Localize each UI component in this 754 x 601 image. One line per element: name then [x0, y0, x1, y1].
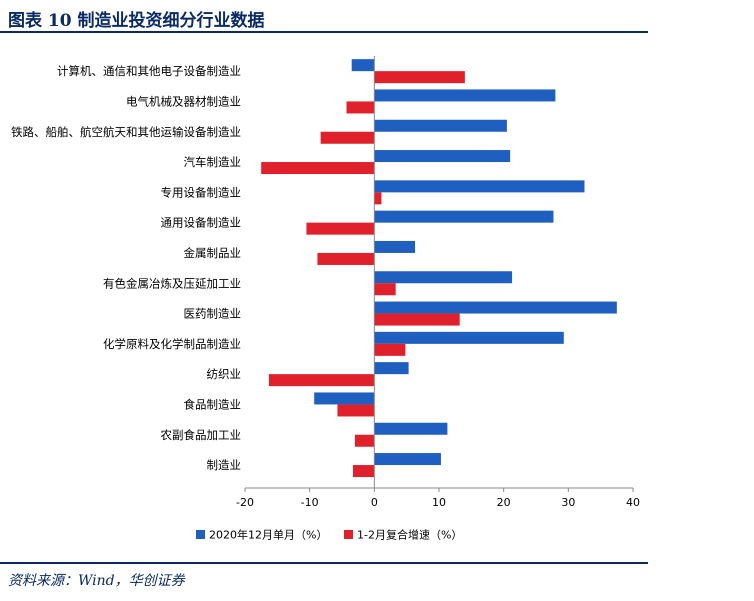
bar-series-1	[314, 392, 375, 405]
source-divider	[0, 562, 648, 564]
bar-series-2	[374, 343, 406, 356]
bar-series-1	[374, 89, 556, 102]
category-label: 食品制造业	[184, 397, 242, 411]
bar-series-1	[374, 453, 441, 466]
x-tick-label: 30	[561, 496, 575, 509]
x-tick-label: 20	[497, 496, 511, 509]
source-note: 资料来源：Wind，华创证券	[8, 573, 185, 589]
bar-series-2	[374, 283, 396, 296]
bar-series-2	[374, 313, 460, 326]
category-label: 纺织业	[207, 367, 242, 381]
x-tick-label: 10	[432, 496, 446, 509]
bar-series-2	[374, 71, 465, 84]
x-tick-label: -10	[301, 496, 319, 509]
title-divider	[0, 31, 648, 33]
bar-series-1	[374, 150, 511, 163]
category-label: 汽车制造业	[184, 155, 242, 169]
bar-series-1	[374, 210, 554, 223]
category-label: 金属制品业	[184, 246, 242, 260]
bar-series-2	[337, 404, 375, 417]
bar-series-2	[354, 434, 375, 447]
bar-series-1	[374, 362, 409, 375]
bar-chart: 计算机、通信和其他电子设备制造业电气机械及器材制造业铁路、船舶、航空航天和其他运…	[11, 56, 640, 542]
category-label: 农副食品加工业	[161, 428, 242, 442]
bar-series-2	[352, 465, 375, 478]
legend-label: 2020年12月单月（%）	[209, 528, 327, 542]
legend-swatch	[344, 530, 353, 539]
bar-series-1	[374, 422, 448, 435]
legend-swatch	[196, 530, 205, 539]
bar-series-2	[317, 252, 375, 265]
bar-series-2	[346, 101, 375, 114]
category-label: 制造业	[207, 458, 242, 472]
bar-series-2	[320, 131, 375, 144]
category-label: 铁路、船舶、航空航天和其他运输设备制造业	[11, 125, 241, 139]
bar-series-1	[374, 240, 416, 253]
figure-title: 图表 10 制造业投资细分行业数据	[8, 11, 265, 31]
bar-series-1	[374, 301, 617, 314]
bar-series-2	[306, 222, 375, 235]
header: 图表 10 制造业投资细分行业数据	[0, 0, 754, 34]
category-label: 计算机、通信和其他电子设备制造业	[57, 64, 241, 78]
x-tick-label: 0	[371, 496, 378, 509]
category-label: 专用设备制造业	[161, 185, 242, 199]
bar-series-1	[374, 119, 507, 132]
x-tick-label: -20	[236, 496, 254, 509]
bar-series-1	[351, 59, 375, 72]
bar-series-1	[374, 180, 585, 193]
category-label: 有色金属冶炼及压延加工业	[103, 276, 241, 290]
bar-series-1	[374, 331, 564, 344]
bar-series-1	[374, 271, 513, 284]
x-tick-label: 40	[626, 496, 640, 509]
category-label: 电气机械及器材制造业	[126, 94, 241, 108]
bar-series-2	[268, 374, 375, 387]
category-label: 通用设备制造业	[161, 216, 242, 230]
category-label: 化学原料及化学制品制造业	[103, 337, 241, 351]
legend-label: 1-2月复合增速（%）	[357, 528, 462, 542]
bar-series-2	[261, 162, 375, 175]
category-label: 医药制造业	[184, 307, 242, 321]
bar-series-2	[374, 192, 382, 205]
